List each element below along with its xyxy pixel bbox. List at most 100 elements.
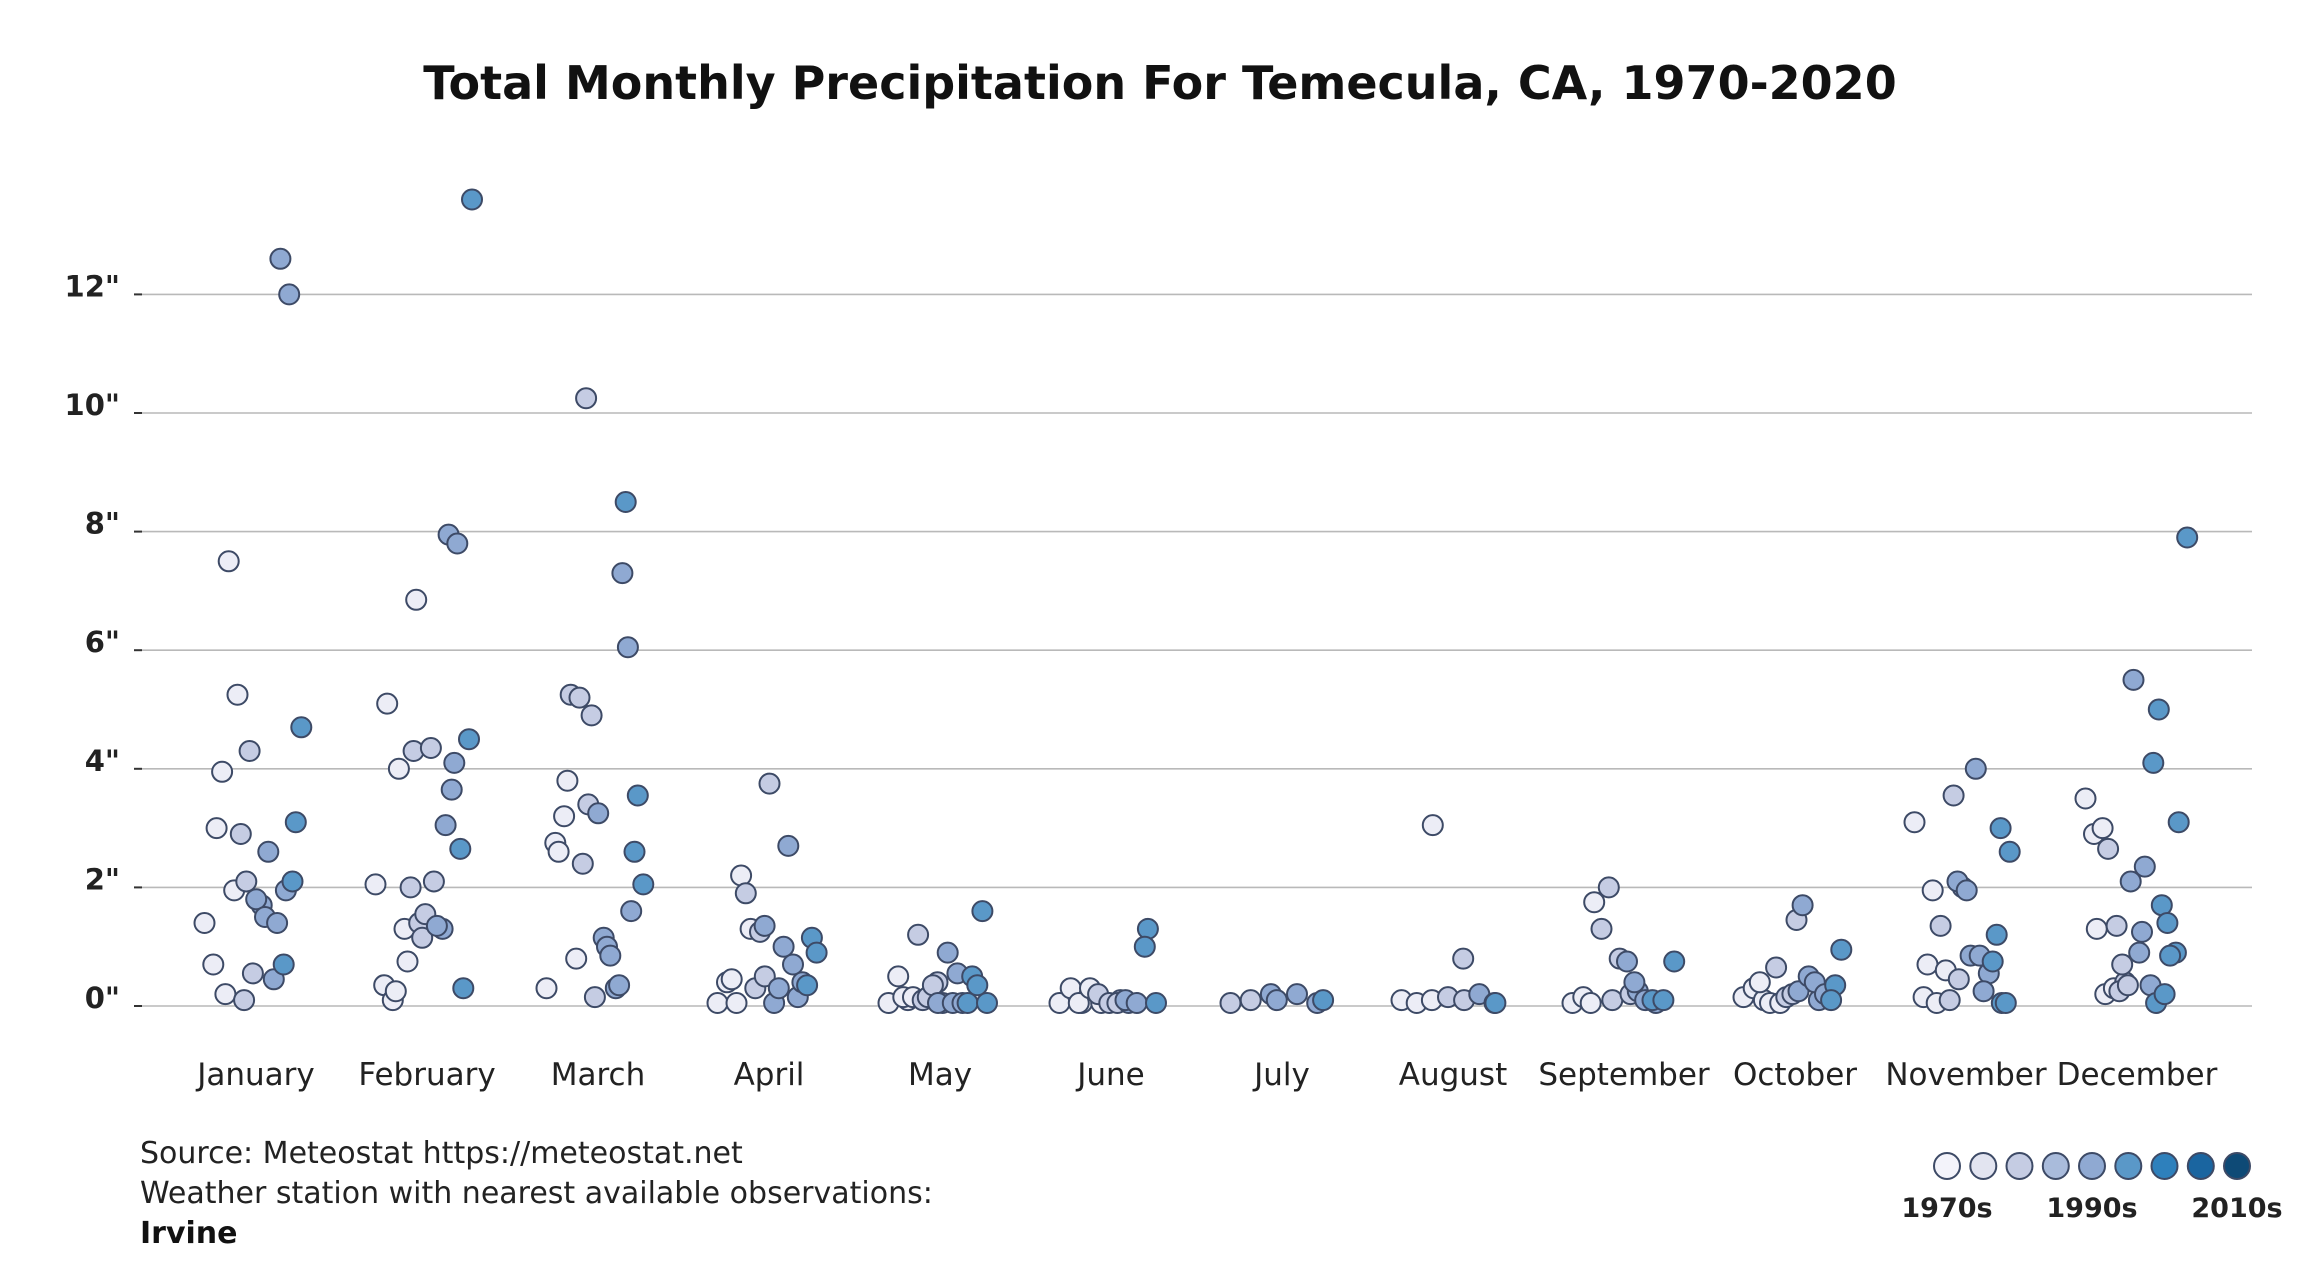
y-tick-label: 10" (65, 388, 120, 422)
data-point (214, 983, 237, 1006)
data-point (632, 873, 655, 896)
data-point (535, 977, 558, 1000)
data-point (2105, 914, 2128, 937)
data-point (384, 980, 407, 1003)
data-point (2131, 920, 2153, 943)
data-point (720, 968, 743, 991)
legend-label-2010s: 2010s (2191, 1193, 2282, 1224)
data-point (1597, 876, 1620, 899)
data-point (458, 728, 480, 751)
data-point (202, 953, 225, 976)
data-point (376, 692, 399, 715)
data-point (2085, 917, 2108, 940)
data-point (405, 588, 428, 611)
legend-label-1990s: 1990s (2046, 1193, 2137, 1224)
data-point (1929, 914, 1952, 937)
data-point (1623, 971, 1646, 994)
data-point (614, 491, 637, 513)
data-point (1265, 989, 1288, 1012)
data-point (782, 953, 804, 976)
data-point (587, 802, 610, 825)
data-point (399, 876, 422, 899)
data-point (245, 888, 268, 911)
data-point (1136, 917, 1159, 940)
data-point (1981, 950, 2004, 973)
y-tick-label: 0" (85, 981, 120, 1015)
legend-swatch (2186, 1152, 2215, 1180)
data-point (730, 864, 753, 887)
data-point (1972, 980, 1995, 1003)
data-point (211, 760, 234, 783)
data-point (2074, 787, 2097, 810)
data-point (425, 914, 448, 937)
legend-swatch (2150, 1152, 2179, 1180)
data-point (777, 834, 800, 857)
legend-label-1970s: 1970s (1901, 1193, 1992, 1224)
data-point (364, 873, 387, 896)
data-point (1484, 992, 1507, 1014)
data-point (1820, 989, 1843, 1012)
data-point (1145, 992, 1167, 1014)
y-tick-label: 8" (85, 507, 120, 541)
data-point (1994, 992, 2017, 1014)
data-point (396, 950, 419, 973)
station-line: Weather station with nearest available o… (140, 1176, 933, 1211)
x-tick-label: July (1252, 1057, 1310, 1093)
data-point (547, 840, 570, 863)
data-point (620, 900, 643, 923)
data-points (193, 188, 2199, 1014)
data-point (1312, 989, 1335, 1012)
data-point (611, 562, 634, 585)
data-point (284, 811, 307, 834)
data-point (257, 840, 280, 863)
data-point (226, 683, 249, 706)
x-tick-label: January (195, 1057, 315, 1093)
x-tick-label: September (1538, 1057, 1710, 1093)
data-point (419, 737, 442, 759)
data-point (1998, 840, 2021, 863)
data-point (556, 769, 579, 792)
data-point (599, 944, 622, 967)
data-point (2156, 912, 2179, 934)
data-point (238, 740, 261, 762)
data-point (266, 912, 289, 934)
data-point (1652, 989, 1675, 1012)
data-point (1748, 971, 1771, 994)
legend-swatch (1969, 1152, 1998, 1180)
chart-title: Total Monthly Precipitation For Temecula… (423, 56, 1896, 110)
data-point (616, 636, 639, 659)
data-point (772, 935, 795, 958)
x-tick-label: March (551, 1057, 646, 1093)
data-point (956, 992, 979, 1014)
data-point (805, 941, 828, 964)
data-point (452, 977, 475, 1000)
data-point (1765, 956, 1788, 979)
data-point (758, 772, 781, 795)
data-point (1921, 879, 1944, 902)
y-axis-ticks: 0" 2" 4" 6" 8" 10" 12" (65, 269, 142, 1015)
data-point (1286, 983, 1308, 1006)
data-point (422, 870, 445, 893)
x-tick-label: August (1399, 1057, 1508, 1093)
data-point (753, 965, 776, 988)
legend-swatch (2005, 1152, 2034, 1180)
data-point (767, 977, 790, 1000)
data-point (2128, 941, 2151, 964)
data-point (623, 840, 646, 863)
legend-swatch (2114, 1152, 2143, 1180)
data-point (583, 986, 606, 1009)
data-point (971, 900, 994, 923)
data-point (278, 283, 301, 306)
data-point (1663, 950, 1686, 973)
data-point (281, 870, 304, 893)
data-point (461, 188, 483, 211)
data-point (796, 974, 819, 997)
data-point (1579, 992, 1602, 1014)
data-point (1616, 950, 1638, 973)
data-point (1590, 917, 1613, 940)
data-point (1067, 992, 1090, 1014)
data-point (443, 751, 466, 774)
data-point (568, 686, 591, 709)
data-point (2116, 974, 2139, 997)
x-tick-label: April (734, 1057, 805, 1093)
